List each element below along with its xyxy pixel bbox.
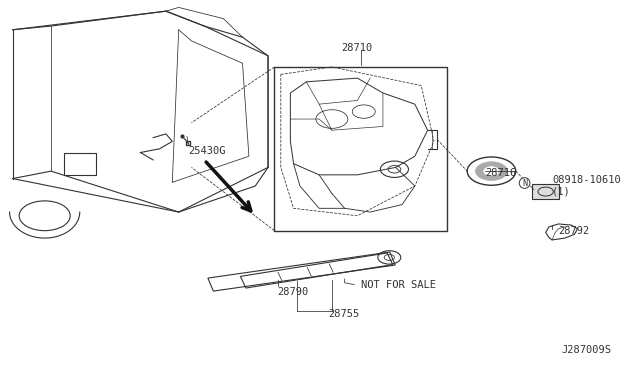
Text: 28710: 28710 <box>342 44 372 53</box>
Text: 28792: 28792 <box>559 226 589 235</box>
Text: 28716: 28716 <box>485 168 516 178</box>
FancyBboxPatch shape <box>532 184 559 199</box>
Text: 28755: 28755 <box>329 310 360 319</box>
Text: 25430G: 25430G <box>188 146 226 155</box>
Text: J287009S: J287009S <box>562 345 612 355</box>
Text: 08918-10610
(1): 08918-10610 (1) <box>552 175 621 197</box>
Text: 28790: 28790 <box>278 287 309 297</box>
Text: N: N <box>522 179 527 187</box>
Circle shape <box>476 162 508 180</box>
Text: NOT FOR SALE: NOT FOR SALE <box>360 280 436 289</box>
Circle shape <box>484 167 499 176</box>
